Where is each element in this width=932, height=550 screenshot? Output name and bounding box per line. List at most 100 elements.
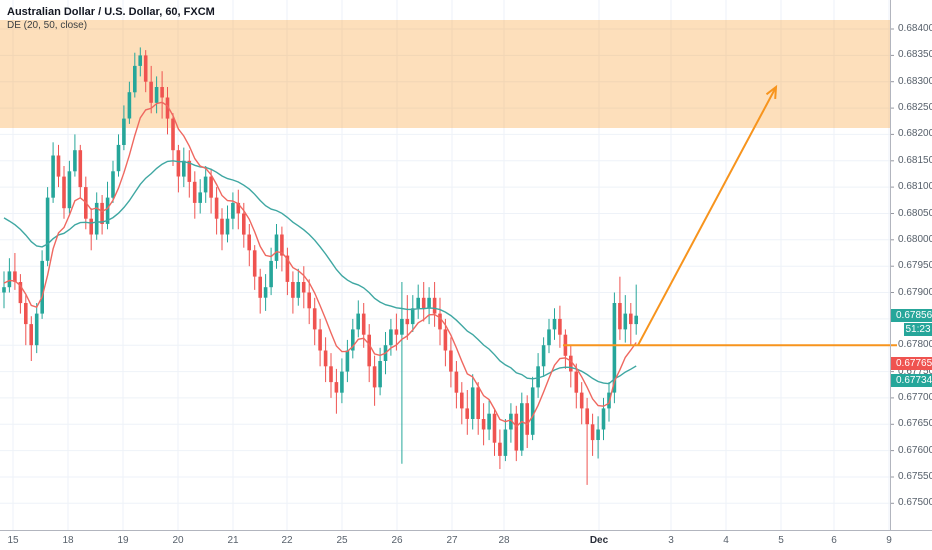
- ma-slow-badge: 0.67734: [891, 373, 932, 387]
- candle: [476, 382, 480, 435]
- time-axis[interactable]: 15 18 19 20 21 22 25 26 27 28 Dec 3 4 5 6 9: [0, 530, 932, 550]
- candle: [269, 247, 273, 296]
- candle: [558, 305, 562, 348]
- supply-zone[interactable]: [0, 20, 890, 128]
- price-tick-label: 0.67550: [898, 471, 932, 482]
- candle: [361, 303, 366, 348]
- time-tick-label: 4: [723, 535, 729, 546]
- countdown-badge: 51:23: [904, 323, 932, 337]
- time-tick-label: 5: [778, 535, 784, 546]
- price-tick-label: 0.67700: [898, 391, 932, 403]
- price-tick-label: 0.68250: [898, 102, 932, 114]
- candle: [176, 144, 181, 193]
- candle: [356, 300, 360, 338]
- candle: [498, 429, 502, 469]
- candle: [67, 160, 72, 214]
- candles-layer: [2, 47, 638, 485]
- time-tick-label: 26: [391, 535, 403, 546]
- candle: [2, 271, 6, 309]
- candle: [574, 363, 579, 409]
- candle: [291, 271, 295, 314]
- candle: [165, 87, 170, 135]
- candle: [536, 353, 540, 398]
- candle: [301, 266, 306, 309]
- candle: [149, 65, 153, 114]
- candle: [7, 258, 12, 293]
- candle: [432, 282, 437, 327]
- candle: [318, 318, 322, 367]
- candle: [563, 329, 568, 369]
- candle: [634, 284, 638, 335]
- candle: [154, 76, 159, 114]
- candle: [51, 142, 55, 203]
- candle: [296, 268, 301, 306]
- price-tick-label: 0.67950: [898, 260, 932, 272]
- ma-fast-line[interactable]: [3, 101, 637, 428]
- candle: [263, 274, 268, 311]
- candle: [334, 368, 339, 414]
- candle: [427, 287, 431, 325]
- candle: [525, 395, 529, 448]
- candle: [29, 316, 33, 361]
- price-tick-label: 0.68200: [898, 128, 932, 140]
- candle: [182, 147, 186, 188]
- candle: [89, 208, 93, 251]
- candle: [13, 253, 17, 290]
- candle: [198, 179, 202, 214]
- candle: [122, 105, 126, 151]
- candle: [116, 134, 121, 177]
- candle: [45, 187, 50, 267]
- price-tick-label: 0.67650: [898, 418, 932, 430]
- current-price-badge: 0.67856: [891, 309, 932, 323]
- candle: [111, 160, 115, 203]
- time-tick-label: 21: [227, 535, 239, 546]
- candle: [481, 403, 486, 446]
- candle: [323, 337, 328, 383]
- candle: [454, 361, 459, 409]
- candle: [192, 171, 197, 219]
- time-tick-label: 6: [831, 535, 837, 546]
- candle: [187, 150, 192, 198]
- time-tick-label: 3: [668, 535, 674, 546]
- candle: [231, 192, 235, 230]
- time-tick-label: 9: [886, 535, 892, 546]
- price-axis[interactable]: 0.68400 0.68350 0.68300 0.68250 0.68200 0.681…: [890, 0, 932, 530]
- candle: [596, 416, 600, 459]
- candle: [410, 295, 415, 332]
- ma-slow-line[interactable]: [3, 160, 637, 385]
- candle: [487, 400, 491, 441]
- candle: [405, 295, 410, 340]
- candle: [171, 113, 175, 166]
- time-tick-label: Dec: [589, 535, 609, 546]
- candle: [492, 408, 497, 456]
- price-tick-label: 0.68300: [898, 75, 932, 87]
- candle: [214, 187, 219, 235]
- symbol-title[interactable]: Australian Dollar / U.S. Dollar, 60, FXC…: [7, 6, 215, 18]
- candle: [416, 284, 420, 319]
- time-tick-label: 25: [336, 535, 348, 546]
- trend-arrow[interactable]: [637, 84, 778, 346]
- candle: [372, 355, 377, 406]
- candle: [94, 192, 99, 240]
- candle: [18, 274, 23, 314]
- candle: [225, 205, 230, 243]
- candle: [307, 279, 311, 325]
- time-tick-label: 15: [7, 535, 19, 546]
- candle: [579, 382, 584, 425]
- candle: [312, 297, 317, 346]
- price-tick-label: 0.67600: [898, 444, 932, 456]
- time-tick-label: 18: [62, 535, 74, 546]
- candle: [203, 166, 208, 203]
- candle: [143, 50, 148, 93]
- candle: [552, 308, 557, 340]
- candle: [465, 390, 469, 435]
- candle: [541, 337, 546, 377]
- candle: [460, 382, 464, 425]
- candle: [530, 376, 535, 441]
- candle: [274, 224, 279, 269]
- indicator-label[interactable]: DE (20, 50, close): [7, 20, 88, 31]
- candle: [629, 303, 633, 346]
- candle: [585, 397, 589, 485]
